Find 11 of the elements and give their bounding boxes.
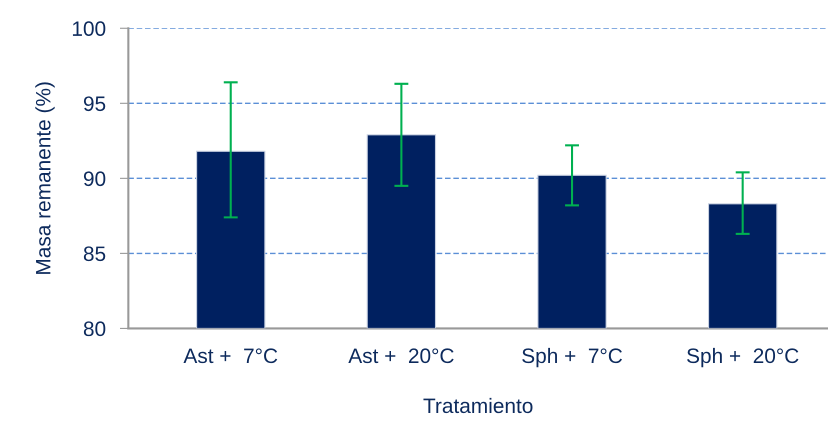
y-axis-title: Masa remanente (%)	[35, 82, 55, 274]
y-tick-label: 100	[72, 21, 106, 36]
x-tick-label: Ast + 7°C	[183, 348, 278, 364]
y-tick-label: 90	[84, 171, 106, 186]
x-axis-title: Tratamiento	[423, 398, 532, 414]
x-tick-label: Sph + 20°C	[687, 348, 798, 368]
x-tick-label: Ast + 20°C	[348, 348, 454, 364]
y-tick-label: 80	[84, 321, 106, 336]
x-tick-label: Sph + 7°C	[522, 348, 622, 368]
y-tick-label: 95	[84, 96, 106, 112]
y-tick-label: 85	[84, 246, 106, 262]
